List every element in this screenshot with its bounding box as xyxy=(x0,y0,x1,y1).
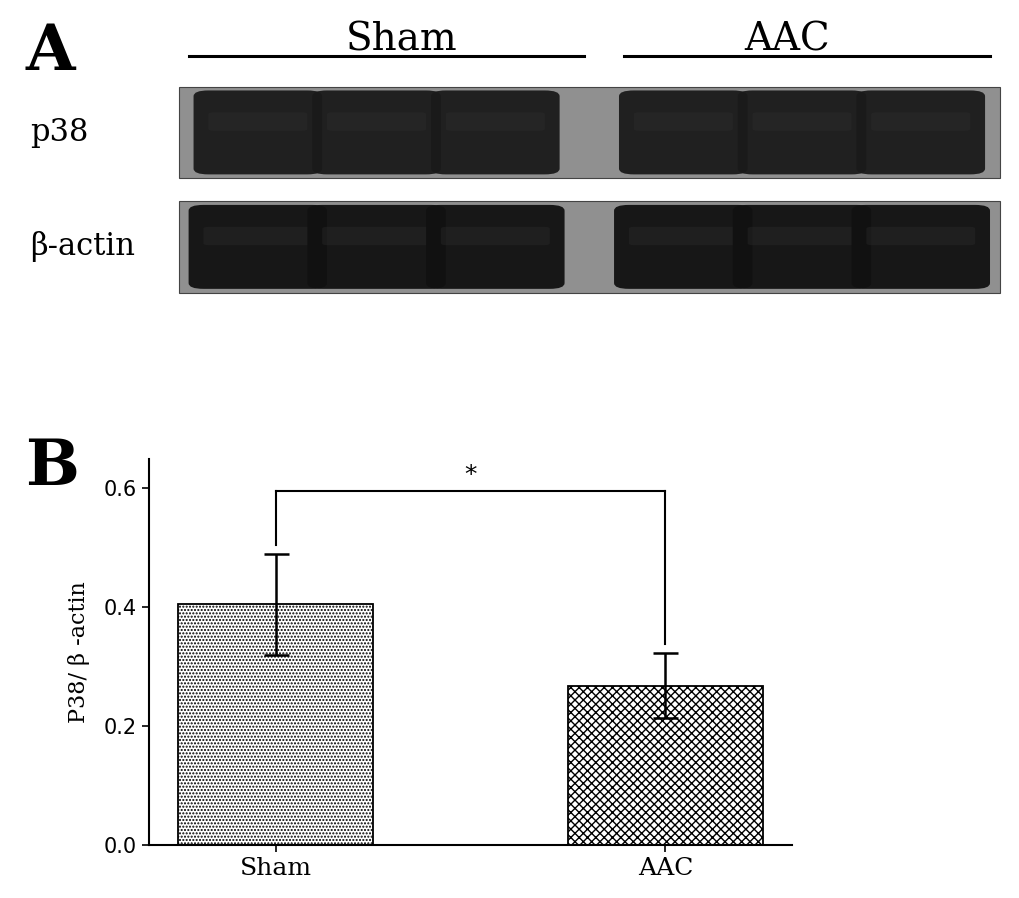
FancyBboxPatch shape xyxy=(327,112,426,131)
Y-axis label: P38/ β -actin: P38/ β -actin xyxy=(68,581,90,723)
FancyBboxPatch shape xyxy=(431,91,559,174)
FancyBboxPatch shape xyxy=(856,91,984,174)
FancyBboxPatch shape xyxy=(737,91,865,174)
FancyBboxPatch shape xyxy=(189,205,327,289)
FancyBboxPatch shape xyxy=(203,227,312,245)
Text: A: A xyxy=(25,22,74,83)
FancyBboxPatch shape xyxy=(613,205,752,289)
Text: *: * xyxy=(464,462,476,487)
Text: Sham: Sham xyxy=(345,22,457,58)
FancyBboxPatch shape xyxy=(440,227,549,245)
Bar xyxy=(178,86,999,178)
FancyBboxPatch shape xyxy=(633,112,732,131)
FancyBboxPatch shape xyxy=(870,112,969,131)
Bar xyxy=(568,685,762,845)
FancyBboxPatch shape xyxy=(322,227,431,245)
FancyBboxPatch shape xyxy=(426,205,565,289)
FancyBboxPatch shape xyxy=(865,227,974,245)
Text: p38: p38 xyxy=(31,117,89,148)
Bar xyxy=(178,201,999,293)
FancyBboxPatch shape xyxy=(445,112,544,131)
FancyBboxPatch shape xyxy=(732,205,870,289)
FancyBboxPatch shape xyxy=(194,91,322,174)
FancyBboxPatch shape xyxy=(752,112,851,131)
FancyBboxPatch shape xyxy=(208,112,307,131)
FancyBboxPatch shape xyxy=(747,227,856,245)
FancyBboxPatch shape xyxy=(619,91,747,174)
FancyBboxPatch shape xyxy=(851,205,989,289)
FancyBboxPatch shape xyxy=(629,227,737,245)
Text: β-actin: β-actin xyxy=(31,232,136,262)
FancyBboxPatch shape xyxy=(312,91,440,174)
Text: AAC: AAC xyxy=(744,22,829,58)
Bar xyxy=(178,604,373,845)
Text: B: B xyxy=(25,436,79,497)
FancyBboxPatch shape xyxy=(307,205,445,289)
